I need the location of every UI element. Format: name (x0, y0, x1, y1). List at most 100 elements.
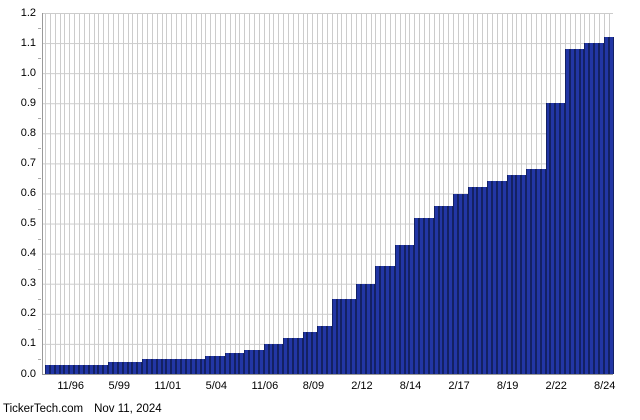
dividend-bar (589, 43, 595, 374)
bar-slot (530, 13, 536, 374)
bar-slot (185, 13, 191, 374)
bar-slot (477, 13, 483, 374)
dividend-bar (472, 187, 478, 374)
bar-slot (438, 13, 444, 374)
bar-slot (103, 13, 109, 374)
dividend-bar (156, 358, 162, 374)
y-axis-minor-tick (38, 178, 41, 180)
bar-slot (370, 13, 376, 374)
bar-slot (224, 13, 230, 374)
dividend-bar (263, 343, 269, 374)
dividend-bar (317, 325, 322, 374)
bar-slot (122, 13, 128, 374)
dividend-bar (103, 364, 109, 374)
dividend-bar (501, 181, 507, 374)
bar-slot (380, 13, 386, 374)
bar-slot (156, 13, 162, 374)
dividend-bar (521, 175, 527, 374)
bar-slot (579, 13, 585, 374)
bar-slot (516, 13, 522, 374)
dividend-bar (375, 265, 381, 374)
bar-slot (151, 13, 157, 374)
bar-slot (137, 13, 143, 374)
dividend-bar (443, 205, 449, 374)
dividend-bar (584, 43, 590, 374)
bar-slot (268, 13, 274, 374)
dividend-bar (79, 364, 84, 374)
bar-slot (346, 13, 352, 374)
dividend-bar (292, 337, 298, 374)
dividend-bar (190, 358, 196, 374)
bar-slot (142, 13, 148, 374)
chart-footer: TickerTech.com Nov 11, 2024 (3, 403, 162, 416)
y-axis-tick-label: 0.3 (20, 277, 36, 290)
dividend-bar (462, 193, 468, 374)
dividend-bar (428, 217, 434, 374)
dividend-bar (122, 361, 128, 374)
y-axis-minor-tick (38, 88, 41, 90)
y-axis-tick-label: 0.2 (20, 307, 36, 320)
bar-slot (394, 13, 400, 374)
dividend-bar (540, 169, 546, 374)
y-axis-minor-tick (38, 268, 41, 270)
dividend-bar (69, 364, 75, 374)
dividend-bar (297, 337, 303, 374)
bar-slot (414, 13, 420, 374)
bar-slot (390, 13, 395, 374)
bar-slot (467, 13, 473, 374)
bar-slot (253, 13, 259, 374)
dividend-bar (496, 181, 502, 374)
bar-slot (433, 13, 439, 374)
x-axis-tick-label: 2/17 (448, 380, 470, 392)
x-axis-tick-label: 5/99 (108, 380, 130, 392)
dividend-bar (336, 298, 342, 374)
dividend-bar (564, 49, 570, 374)
bar-slot (462, 13, 468, 374)
bar-slot (424, 13, 429, 374)
x-axis-tick-label: 2/12 (351, 380, 373, 392)
x-axis-tick-label: 8/19 (496, 380, 519, 392)
x-axis-tick-label: 11/06 (251, 380, 279, 392)
bar-slot (365, 13, 371, 374)
bar-slot (190, 13, 196, 374)
dividend-bar (535, 169, 541, 374)
bar-slot (210, 13, 216, 374)
bar-slot (244, 13, 250, 374)
bar-slot (83, 13, 89, 374)
dividend-bar (127, 361, 133, 374)
bar-slot (341, 13, 347, 374)
bar-slot (54, 13, 60, 374)
x-axis-tick-label: 11/96 (57, 380, 85, 392)
bar-slot (351, 13, 356, 374)
y-axis-tick-label: 1.1 (20, 36, 36, 49)
bar-slot (64, 13, 70, 374)
bar-slot (555, 13, 561, 374)
x-axis-tick-label: 8/09 (302, 380, 325, 392)
dividend-bar (54, 364, 60, 374)
dividend-bar (113, 361, 118, 374)
dividend-bar (370, 283, 376, 374)
bar-slot (603, 13, 609, 374)
bar-slot (594, 13, 599, 374)
dividend-bar (331, 298, 337, 374)
dividend-bar (268, 343, 274, 374)
dividend-bar (302, 331, 308, 374)
bar-slot (302, 13, 308, 374)
x-axis-tick-label: 11/01 (154, 380, 182, 392)
dividend-bar (477, 187, 483, 374)
dividend-bar (530, 169, 536, 374)
bar-slot (560, 13, 565, 374)
dividend-bar (278, 343, 284, 374)
bar-slot (45, 13, 50, 374)
chart-date: Nov 11, 2024 (94, 403, 162, 415)
dividend-bar (253, 349, 259, 374)
y-axis-minor-tick (38, 58, 41, 60)
dividend-bar (176, 358, 182, 374)
bar-slot (263, 13, 269, 374)
dividend-bar (234, 352, 240, 374)
dividend-bar (287, 337, 293, 374)
y-axis-minor-tick (38, 148, 41, 150)
dividend-bar (147, 358, 152, 374)
dividend-bar (365, 283, 371, 374)
y-axis-tick-label: 0.4 (20, 247, 36, 260)
